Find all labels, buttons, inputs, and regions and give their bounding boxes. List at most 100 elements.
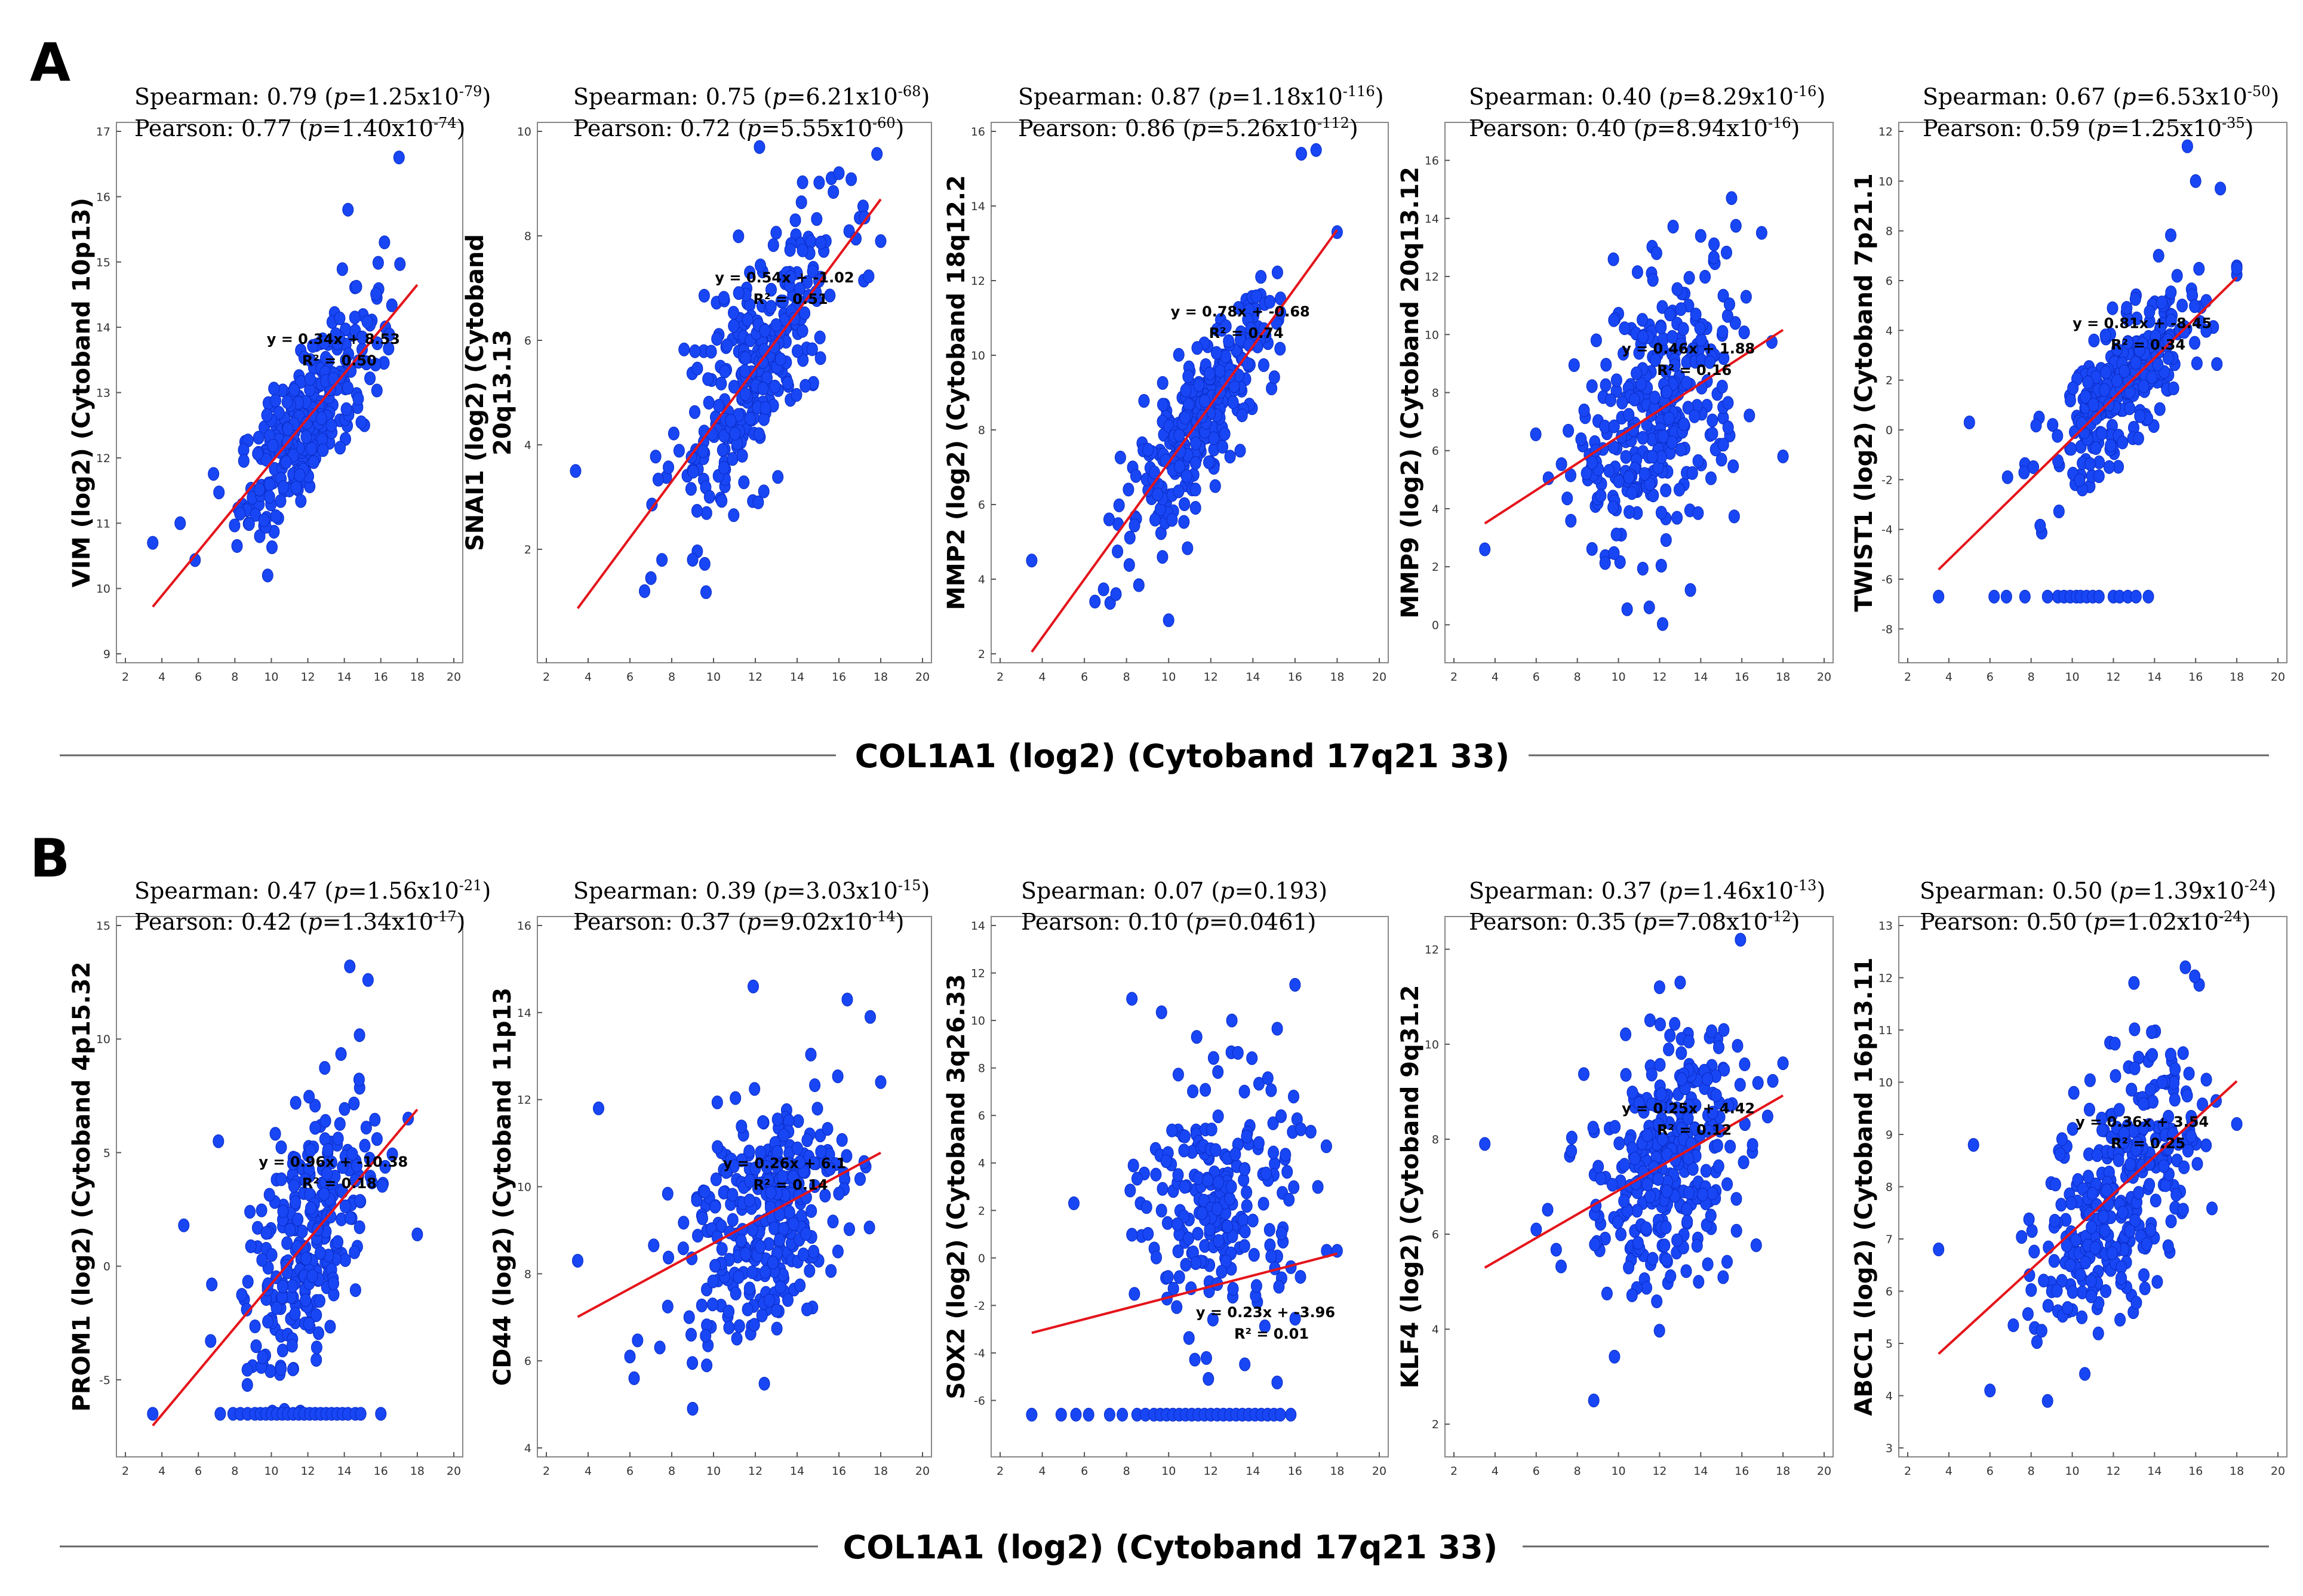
data-point: [731, 1331, 743, 1346]
data-point: [1179, 1180, 1191, 1194]
data-point: [1609, 1349, 1621, 1364]
scatter-plots: Spearman: 0.79 (p=1.25x10-79) Pearson: 0.…: [68, 83, 2287, 1478]
y-tick-label: 12: [1878, 125, 1893, 139]
x-tick-label: 4: [158, 671, 165, 684]
regression-line: [1938, 1080, 2238, 1355]
data-point: [277, 1204, 289, 1219]
data-point: [376, 1179, 388, 1193]
data-point: [1238, 1162, 1250, 1176]
data-point: [841, 992, 853, 1007]
data-point: [1182, 541, 1194, 555]
data-point: [774, 352, 786, 367]
data-point: [1275, 1109, 1287, 1123]
data-point: [859, 210, 871, 225]
data-point: [2067, 1285, 2078, 1299]
data-point: [1608, 546, 1620, 560]
data-point: [1707, 413, 1718, 428]
data-point: [213, 485, 225, 500]
scatter-plot-8: Spearman: 0.07 (p=0.193) Pearson: 0.10 (p…: [943, 878, 1389, 1478]
data-point: [2206, 1201, 2218, 1216]
data-point: [300, 430, 312, 444]
data-point: [1684, 583, 1696, 597]
data-point: [243, 517, 255, 531]
data-point: [289, 1306, 301, 1321]
data-point: [663, 1250, 674, 1265]
data-point: [701, 1358, 713, 1373]
data-point: [1180, 469, 1192, 483]
data-point: [273, 405, 285, 420]
data-point: [2121, 301, 2133, 315]
data-point: [1675, 337, 1687, 352]
data-point: [366, 1175, 378, 1189]
data-point: [1191, 1030, 1203, 1044]
data-point: [2118, 364, 2130, 379]
data-point: [789, 312, 801, 325]
data-point: [1191, 341, 1203, 355]
data-point: [692, 1229, 703, 1243]
spearman-stat: Spearman: 0.37 (p=1.46x10-13): [1469, 877, 1825, 904]
y-tick-label: 13: [96, 387, 110, 400]
data-point: [1681, 1203, 1693, 1217]
data-point: [2041, 1394, 2053, 1408]
data-point: [355, 415, 367, 429]
data-point: [1227, 1282, 1239, 1296]
data-point: [1767, 1074, 1779, 1088]
y-tick-label: 4: [524, 439, 531, 452]
x-tick-label: 16: [832, 1465, 846, 1478]
data-point: [1178, 515, 1190, 529]
data-point: [1595, 1171, 1607, 1186]
data-point: [805, 1047, 817, 1062]
data-point: [1755, 226, 1767, 240]
data-point: [2096, 1123, 2108, 1137]
data-point: [350, 279, 362, 294]
data-point: [1280, 1148, 1292, 1162]
data-point: [1587, 1121, 1599, 1135]
y-tick-label: 5: [103, 1146, 110, 1160]
data-point: [360, 1121, 372, 1134]
plot-frame: [537, 122, 932, 663]
x-tick-label: 6: [195, 671, 202, 684]
data-point: [711, 1095, 723, 1109]
data-point: [2067, 381, 2079, 395]
data-point: [262, 1314, 274, 1329]
data-point: [346, 1147, 358, 1161]
plot-frame: [991, 916, 1389, 1457]
data-point: [1667, 220, 1679, 233]
x-tick-label: 10: [2065, 1465, 2079, 1478]
scatter-plot-6: Spearman: 0.47 (p=1.56x10-21) Pearson: 0.…: [68, 877, 491, 1478]
x-tick-label: 8: [1123, 1465, 1130, 1478]
data-point: [1599, 556, 1611, 570]
y-tick-label: -5: [99, 1374, 110, 1387]
data-point: [707, 1274, 719, 1289]
data-point: [1721, 309, 1733, 323]
data-point: [624, 1349, 636, 1364]
x-tick-label: 12: [300, 671, 315, 684]
data-point: [1697, 1188, 1708, 1202]
data-point: [743, 1145, 755, 1158]
x-tick-label: 16: [374, 671, 388, 684]
y-tick-label: 6: [978, 1109, 985, 1123]
data-point: [1653, 980, 1665, 994]
x-tick-label: 6: [1533, 1465, 1540, 1478]
y-tick-label: 14: [96, 321, 110, 334]
data-point: [1610, 527, 1622, 542]
data-point: [805, 1204, 817, 1218]
data-point: [1651, 1294, 1663, 1308]
data-point: [713, 399, 725, 413]
data-point: [1722, 420, 1734, 435]
data-point: [1268, 1145, 1280, 1160]
data-point: [700, 1329, 712, 1343]
data-point: [2074, 1268, 2086, 1282]
data-point: [275, 1172, 287, 1186]
data-point: [303, 1090, 315, 1104]
data-point: [2026, 1224, 2038, 1238]
data-point: [1236, 408, 1248, 422]
data-point: [1722, 1098, 1734, 1112]
data-point: [806, 342, 818, 356]
data-point: [1190, 436, 1201, 450]
data-point: [698, 288, 710, 303]
data-point: [2182, 1143, 2194, 1158]
data-point: [1656, 1132, 1668, 1146]
data-point: [1643, 600, 1655, 614]
data-point: [703, 490, 715, 504]
